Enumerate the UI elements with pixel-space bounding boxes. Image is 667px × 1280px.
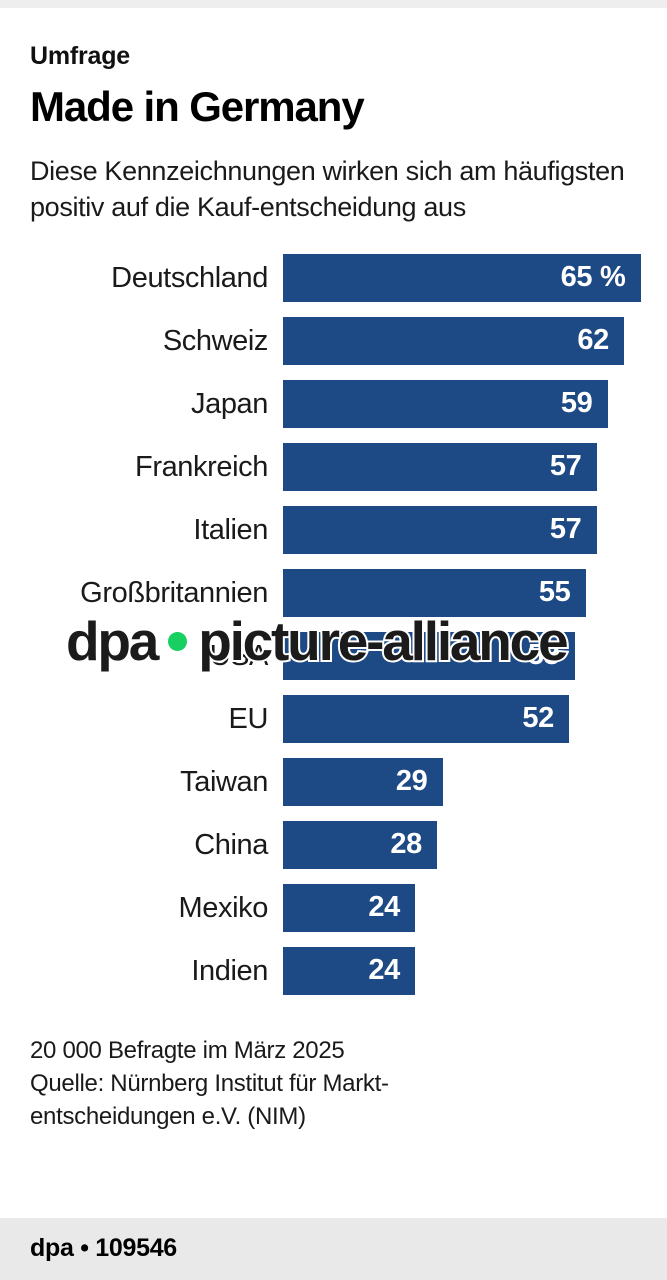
bar-chart: Deutschland 65 % Schweiz 62 Japan 59 Frankreic… bbox=[0, 253, 667, 1010]
chart-row: EU 52 bbox=[0, 694, 667, 758]
chart-row: Taiwan 29 bbox=[0, 757, 667, 821]
chart-row: Schweiz 62 bbox=[0, 316, 667, 380]
source-note-line-1: 20 000 Befragte im März 2025 bbox=[30, 1036, 345, 1064]
chart-row: Mexiko 24 bbox=[0, 883, 667, 947]
bar-value-label: 65 % bbox=[560, 261, 626, 294]
bar-value-label: 62 bbox=[577, 324, 609, 357]
source-note-line-3: entscheidungen e.V. (NIM) bbox=[30, 1103, 306, 1131]
bar: 52 bbox=[283, 694, 569, 743]
bar-category-label: Japan bbox=[190, 387, 268, 420]
bar-value-label: 55 bbox=[538, 576, 571, 609]
bar: 65 % bbox=[283, 253, 641, 302]
page-title: Made in Germany bbox=[30, 83, 365, 130]
bar-category-label: Mexiko bbox=[178, 891, 269, 924]
bar-track: 62 bbox=[283, 316, 624, 365]
bar: 28 bbox=[283, 820, 437, 869]
bar-track: 28 bbox=[283, 820, 437, 869]
bar-track: 29 bbox=[283, 757, 443, 806]
bar-track: 52 bbox=[283, 694, 569, 743]
credit-bar: dpa • 109546 bbox=[0, 1218, 667, 1280]
bar: 57 bbox=[283, 442, 597, 491]
bar-value-label: 29 bbox=[395, 765, 428, 798]
bar-category-label: Frankreich bbox=[135, 450, 268, 483]
bar-category-label: Indien bbox=[191, 954, 268, 987]
chart-row: Indien 24 bbox=[0, 946, 667, 1010]
bar-track: 57 bbox=[283, 442, 597, 491]
bar-value-label: 52 bbox=[522, 702, 554, 735]
bar: 53 bbox=[283, 631, 575, 680]
bar-value-label: 59 bbox=[560, 387, 593, 420]
bar-value-label: 57 bbox=[549, 513, 582, 546]
bar: 62 bbox=[283, 316, 624, 365]
bar-category-label: USA bbox=[209, 639, 269, 672]
bar: 59 bbox=[283, 379, 608, 428]
bar-value-label: 57 bbox=[549, 450, 582, 483]
bar-value-label: 53 bbox=[527, 639, 560, 672]
bar: 29 bbox=[283, 757, 443, 806]
bar-category-label: Deutschland bbox=[111, 261, 268, 294]
infographic-content: Umfrage Made in Germany Diese Kennzeichn… bbox=[0, 8, 667, 1133]
credit-text: dpa • 109546 bbox=[30, 1234, 177, 1262]
bar-track: 59 bbox=[283, 379, 608, 428]
bar-category-label: Taiwan bbox=[180, 765, 268, 798]
chart-row: Deutschland 65 % bbox=[0, 253, 667, 317]
chart-row: China 28 bbox=[0, 820, 667, 884]
chart-row: Großbritannien 55 bbox=[0, 568, 667, 632]
chart-row: Japan 59 bbox=[0, 379, 667, 443]
bar-value-label: 24 bbox=[368, 891, 400, 924]
bar-value-label: 24 bbox=[368, 954, 400, 987]
chart-row: USA 53 bbox=[0, 631, 667, 695]
source-note-line-2: Quelle: Nürnberg Institut für Markt- bbox=[30, 1069, 389, 1097]
bar-track: 24 bbox=[283, 883, 415, 932]
bar-category-label: China bbox=[194, 828, 268, 861]
source-notes: 20 000 Befragte im März 2025 Quelle: Nür… bbox=[30, 1034, 630, 1133]
bar-category-label: Schweiz bbox=[162, 324, 269, 357]
bar-category-label: Italien bbox=[193, 513, 268, 546]
bar-category-label: EU bbox=[228, 702, 269, 735]
kicker-label: Umfrage bbox=[30, 42, 131, 70]
chart-row: Italien 57 bbox=[0, 505, 667, 569]
bar-track: 65 % bbox=[283, 253, 641, 302]
bar: 24 bbox=[283, 946, 415, 995]
bar-track: 53 bbox=[283, 631, 575, 680]
bar-track: 55 bbox=[283, 568, 586, 617]
bar-value-label: 28 bbox=[390, 828, 422, 861]
bar-track: 57 bbox=[283, 505, 597, 554]
bar: 57 bbox=[283, 505, 597, 554]
bar: 55 bbox=[283, 568, 586, 617]
chart-row: Frankreich 57 bbox=[0, 442, 667, 506]
top-divider bbox=[0, 0, 667, 8]
subtitle-text: Diese Kennzeichnungen wirken sich am häu… bbox=[30, 156, 625, 222]
bar: 24 bbox=[283, 883, 415, 932]
bar-category-label: Großbritannien bbox=[80, 576, 268, 609]
bar-track: 24 bbox=[283, 946, 415, 995]
